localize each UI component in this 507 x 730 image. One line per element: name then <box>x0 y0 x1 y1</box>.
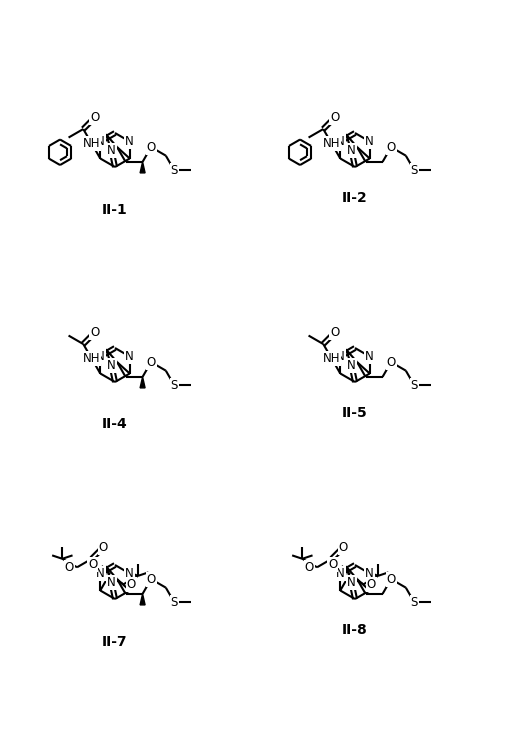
Text: S: S <box>411 596 418 609</box>
Text: S: S <box>171 379 178 392</box>
Text: O: O <box>367 577 376 591</box>
Text: O: O <box>90 111 99 124</box>
Text: N: N <box>96 135 104 148</box>
Text: O: O <box>88 558 97 571</box>
Text: O: O <box>147 356 156 369</box>
Text: N: N <box>347 359 356 372</box>
Text: N: N <box>125 350 134 363</box>
Text: N: N <box>107 359 116 372</box>
Text: N: N <box>336 350 345 363</box>
Text: N: N <box>347 144 356 157</box>
Text: N: N <box>336 135 345 148</box>
Text: N: N <box>96 350 104 363</box>
Text: N: N <box>366 135 374 148</box>
Text: O: O <box>90 326 99 339</box>
Text: II-7: II-7 <box>102 634 128 648</box>
Text: II-5: II-5 <box>342 406 368 420</box>
Text: N: N <box>107 144 116 157</box>
Text: S: S <box>171 164 178 177</box>
Text: O: O <box>127 577 136 591</box>
Text: O: O <box>330 326 339 339</box>
Text: S: S <box>171 596 178 609</box>
Polygon shape <box>140 377 145 388</box>
Text: N: N <box>336 567 345 580</box>
Text: N: N <box>125 135 134 148</box>
Text: O: O <box>147 141 156 153</box>
Text: II-2: II-2 <box>342 191 368 204</box>
Text: O: O <box>65 561 74 574</box>
Text: S: S <box>411 379 418 392</box>
Text: N: N <box>107 576 116 589</box>
Text: O: O <box>330 111 339 124</box>
Text: II-1: II-1 <box>102 202 128 217</box>
Text: O: O <box>328 558 337 571</box>
Text: O: O <box>99 541 108 554</box>
Text: NH: NH <box>83 137 100 150</box>
Text: S: S <box>411 164 418 177</box>
Text: O: O <box>386 572 396 585</box>
Text: NH: NH <box>83 353 100 365</box>
Text: O: O <box>339 541 348 554</box>
Text: O: O <box>147 572 156 585</box>
Text: N: N <box>347 576 356 589</box>
Polygon shape <box>140 162 145 173</box>
Text: N: N <box>366 350 374 363</box>
Text: II-4: II-4 <box>102 418 128 431</box>
Text: II-8: II-8 <box>342 623 368 637</box>
Text: N: N <box>96 567 104 580</box>
Text: O: O <box>386 141 396 153</box>
Text: NH: NH <box>323 353 341 365</box>
Polygon shape <box>140 593 145 605</box>
Text: N: N <box>125 567 134 580</box>
Text: O: O <box>305 561 314 574</box>
Text: O: O <box>386 356 396 369</box>
Text: N: N <box>366 567 374 580</box>
Text: NH: NH <box>323 137 341 150</box>
